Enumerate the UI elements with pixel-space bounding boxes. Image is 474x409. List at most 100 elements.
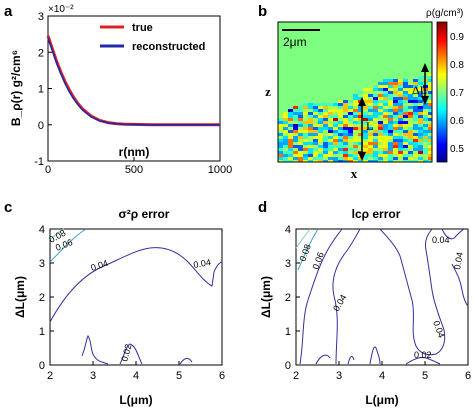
heatmap-cell bbox=[293, 109, 299, 113]
heatmap-cell bbox=[348, 112, 354, 116]
heatmap-cell bbox=[413, 154, 419, 158]
heatmap-cell bbox=[393, 136, 399, 140]
heatmap-cell bbox=[378, 91, 384, 95]
heatmap-cell bbox=[398, 157, 404, 161]
heatmap-cell bbox=[318, 106, 324, 110]
heatmap-cell bbox=[313, 148, 319, 152]
heatmap-cell bbox=[303, 127, 309, 131]
heatmap-cell bbox=[293, 112, 299, 116]
heatmap-cell bbox=[388, 85, 394, 89]
heatmap-cell bbox=[428, 151, 432, 155]
heatmap-cell bbox=[378, 148, 384, 152]
heatmap-cell bbox=[368, 103, 374, 107]
heatmap-cell bbox=[303, 142, 309, 146]
heatmap-cell bbox=[288, 136, 294, 140]
heatmap-cell bbox=[293, 160, 299, 162]
heatmap-cell bbox=[378, 82, 384, 86]
heatmap-cell bbox=[418, 148, 424, 152]
heatmap-cell bbox=[368, 148, 374, 152]
heatmap-cell bbox=[388, 133, 394, 137]
heatmap-cell bbox=[428, 73, 432, 77]
heatmap-cell bbox=[403, 157, 409, 161]
heatmap-cell bbox=[413, 112, 419, 116]
heatmap-cell bbox=[358, 127, 364, 131]
heatmap-cell bbox=[373, 118, 379, 122]
heatmap-cell bbox=[373, 115, 379, 119]
heatmap-cell bbox=[373, 142, 379, 146]
heatmap-cell bbox=[358, 94, 364, 98]
heatmap-cell bbox=[338, 115, 344, 119]
heatmap-cell bbox=[308, 151, 314, 155]
heatmap-cell bbox=[403, 85, 409, 89]
heatmap-cell bbox=[303, 103, 309, 107]
contour-c-002-left bbox=[81, 335, 109, 365]
heatmap-cell bbox=[388, 115, 394, 119]
heatmap-cell bbox=[278, 139, 284, 143]
heatmap-cell bbox=[368, 100, 374, 104]
heatmap-cell bbox=[418, 160, 424, 162]
heatmap-cell bbox=[363, 145, 369, 149]
heatmap-cell bbox=[393, 79, 399, 83]
heatmap-cell bbox=[378, 88, 384, 92]
heatmap-cell bbox=[288, 118, 294, 122]
heatmap-cell bbox=[298, 154, 304, 158]
contour-label-d-7: 0.02 bbox=[414, 350, 432, 360]
heatmap-cell bbox=[313, 154, 319, 158]
heatmap-cell bbox=[288, 154, 294, 158]
heatmap-cell bbox=[343, 121, 349, 125]
heatmap-cell bbox=[338, 109, 344, 113]
heatmap-cell bbox=[343, 124, 349, 128]
heatmap-cell bbox=[338, 154, 344, 158]
heatmap-cell bbox=[358, 160, 364, 162]
heatmap-cell bbox=[333, 121, 339, 125]
heatmap-cell bbox=[373, 148, 379, 152]
heatmap-cell bbox=[403, 148, 409, 152]
heatmap-cell bbox=[428, 82, 432, 86]
heatmap-cell bbox=[288, 142, 294, 146]
legend-reconstructed-label: reconstructed bbox=[132, 41, 205, 53]
ytick-label: 1 bbox=[285, 326, 291, 338]
heatmap-cell bbox=[293, 133, 299, 137]
heatmap-cell bbox=[413, 133, 419, 137]
heatmap-cell bbox=[383, 118, 389, 122]
heatmap-cell bbox=[298, 142, 304, 146]
heatmap-cell bbox=[403, 139, 409, 143]
heatmap-cell bbox=[338, 139, 344, 143]
xtick-label: 3 bbox=[336, 370, 342, 382]
heatmap-cell bbox=[293, 124, 299, 128]
heatmap-cell bbox=[323, 148, 329, 152]
heatmap-cell bbox=[418, 151, 424, 155]
heatmap-cell bbox=[423, 160, 429, 162]
heatmap-cell bbox=[383, 133, 389, 137]
heatmap-cell bbox=[363, 148, 369, 152]
heatmap-cell bbox=[408, 145, 414, 149]
heatmap-cell bbox=[323, 106, 329, 110]
heatmap-cell bbox=[348, 130, 354, 134]
l-label: L bbox=[366, 119, 373, 133]
heatmap-cell bbox=[418, 133, 424, 137]
heatmap-cell bbox=[318, 121, 324, 125]
heatmap-cell bbox=[278, 145, 284, 149]
heatmap-cell bbox=[303, 130, 309, 134]
heatmap-cell bbox=[388, 154, 394, 158]
contour-d-004-d bbox=[441, 228, 465, 240]
heatmap-cell bbox=[338, 136, 344, 140]
heatmap-cell bbox=[323, 115, 329, 119]
heatmap-cell bbox=[373, 121, 379, 125]
heatmap-cell bbox=[313, 145, 319, 149]
heatmap-cell bbox=[293, 157, 299, 161]
ytick-label: 2 bbox=[39, 292, 45, 304]
heatmap-cell bbox=[338, 127, 344, 131]
heatmap-cell bbox=[313, 133, 319, 137]
heatmap-cell bbox=[328, 151, 334, 155]
heatmap-cell bbox=[428, 109, 432, 113]
heatmap-cell bbox=[353, 103, 359, 107]
colorbar-ticks: 0.9 0.8 0.7 0.6 0.5 bbox=[450, 32, 464, 155]
heatmap-cell bbox=[328, 103, 334, 107]
heatmap-cell bbox=[313, 139, 319, 143]
heatmap-cell bbox=[303, 139, 309, 143]
heatmap-cell bbox=[348, 154, 354, 158]
heatmap-cell bbox=[413, 103, 419, 107]
heatmap-cell bbox=[358, 139, 364, 143]
